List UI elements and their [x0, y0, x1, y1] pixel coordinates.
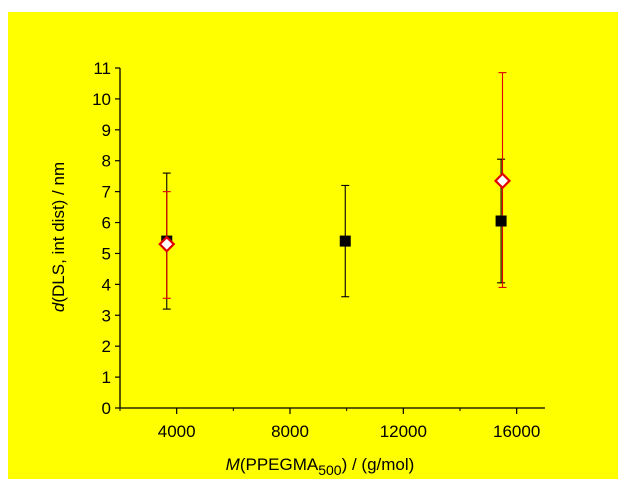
y-tick-label: 3 [102, 306, 111, 325]
y-label-italic: d [49, 302, 68, 312]
data-point-diamond [158, 235, 176, 253]
data-series [158, 72, 512, 310]
axes: 0 1 2 3 4 5 6 7 8 9 10 11 4000 8000 12000 16000 [92, 59, 545, 441]
y-tick-label: 5 [102, 244, 111, 263]
data-point-square [339, 235, 351, 247]
y-tick-label: 10 [92, 90, 111, 109]
x-label-italic: M [226, 455, 241, 474]
y-tick-label: 0 [102, 399, 111, 418]
y-tick-label: 9 [102, 121, 111, 140]
y-tick-label: 11 [93, 59, 111, 78]
y-axis-label: d(DLS, int dist) / nm [49, 162, 68, 312]
data-point-square [495, 215, 507, 227]
chart-background [8, 12, 618, 479]
y-tick-label: 2 [102, 337, 111, 356]
x-label-subscript: 500 [318, 462, 342, 478]
y-label-main: (DLS, int dist) / nm [49, 162, 68, 303]
y-tick-label: 4 [102, 275, 111, 294]
x-tick-label: 16000 [493, 422, 540, 441]
x-axis-label: M(PPEGMA500) / (g/mol) [226, 455, 415, 478]
x-tick-label: 8000 [271, 422, 309, 441]
x-label-main: (PPEGMA [240, 455, 319, 474]
y-tick-label: 6 [102, 214, 111, 233]
x-tick-label: 12000 [380, 422, 427, 441]
x-tick-label: 4000 [158, 422, 196, 441]
y-tick-label: 1 [102, 368, 111, 387]
data-point-diamond [493, 172, 512, 190]
y-tick-label: 7 [102, 183, 111, 202]
y-tick-label: 8 [102, 152, 111, 171]
x-label-tail: ) / (g/mol) [342, 455, 415, 474]
